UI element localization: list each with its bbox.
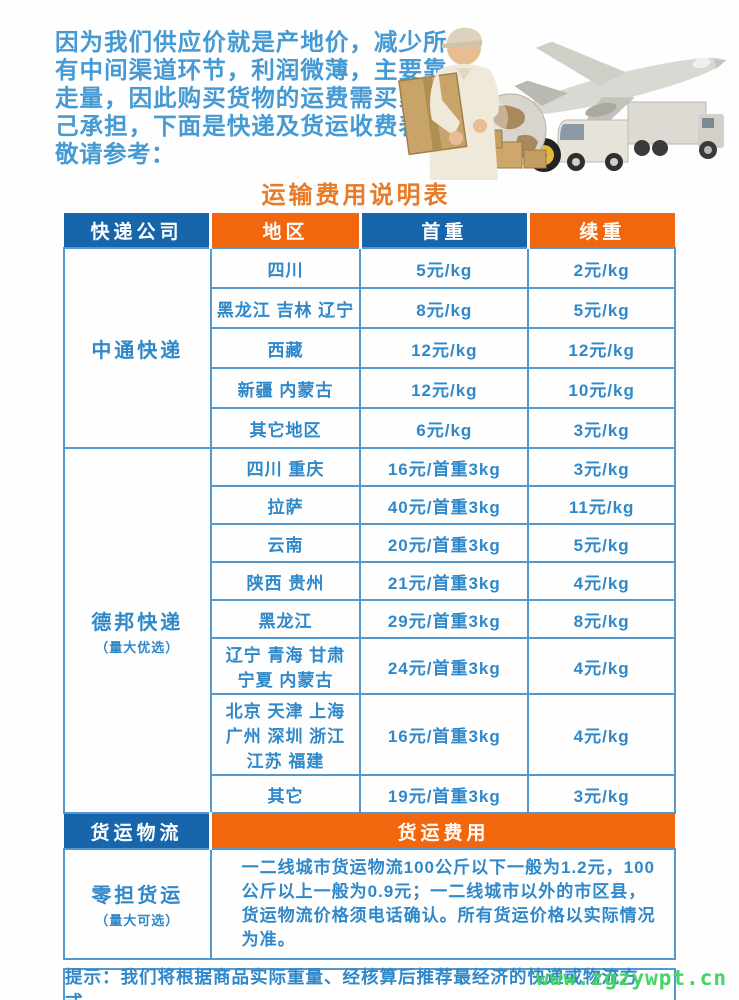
delivery-illustration — [398, 10, 730, 180]
first-weight-cell: 12元/kg — [359, 367, 530, 409]
header-courier-company: 快递公司 — [64, 213, 211, 248]
first-weight-cell: 16元/首重3kg — [359, 447, 530, 487]
region-cell: 西藏 — [209, 327, 362, 369]
freight-description: 一二线城市货运物流100公斤以下一般为1.2元，100公斤以上一般为0.9元；一… — [209, 848, 677, 960]
company-ltl-freight: 零担货运 （量大可选） — [63, 848, 212, 960]
added-weight-cell: 4元/kg — [527, 693, 676, 776]
region-cell: 新疆 内蒙古 — [209, 367, 362, 409]
first-weight-cell: 24元/首重3kg — [359, 637, 530, 695]
company-name: 中通快递 — [91, 339, 184, 362]
truck-graphic — [627, 101, 724, 159]
van-graphic — [557, 119, 629, 171]
added-weight-cell: 12元/kg — [527, 327, 676, 369]
added-weight-cell: 3元/kg — [527, 774, 676, 814]
table-row: 辽宁 青海 甘肃 宁夏 内蒙古 24元/首重3kg 4元/kg — [64, 637, 676, 695]
company-deppon: 德邦快递 （量大优选） — [63, 447, 212, 814]
company-name: 德邦快递 — [91, 611, 184, 634]
table-row: 新疆 内蒙古 12元/kg 10元/kg — [64, 367, 676, 409]
table-header-row: 快递公司 地区 首重 续重 — [64, 213, 675, 248]
table-row: 其它 19元/首重3kg 3元/kg — [64, 774, 676, 814]
first-weight-cell: 16元/首重3kg — [359, 693, 530, 776]
region-cell: 拉萨 — [209, 485, 362, 525]
first-weight-cell: 5元/kg — [359, 247, 530, 289]
header-region: 地区 — [209, 213, 361, 248]
added-weight-cell: 3元/kg — [527, 447, 676, 487]
region-cell: 四川 重庆 — [209, 447, 362, 487]
tip-box: 提示：我们将根据商品实际重量、经核算后推荐最经济的快递或物流方式。 — [63, 967, 676, 1000]
first-weight-cell: 20元/首重3kg — [359, 523, 530, 563]
fee-table-wrap: 快递公司 地区 首重 续重 中通快递 四川 5元/kg 2元/kg 黑龙江 — [63, 213, 677, 1000]
region-cell: 黑龙江 — [209, 599, 362, 639]
first-weight-cell: 29元/首重3kg — [359, 599, 530, 639]
region-cell: 辽宁 青海 甘肃 宁夏 内蒙古 — [209, 637, 362, 695]
region-cell: 其它 — [209, 774, 362, 814]
header-first-weight: 首重 — [358, 213, 529, 248]
table-row: 北京 天津 上海 广州 深圳 浙江 江苏 福建 16元/首重3kg 4元/kg — [64, 693, 676, 776]
company-note: （量大可选） — [95, 913, 180, 928]
table-row: 黑龙江 29元/首重3kg 8元/kg — [64, 599, 676, 639]
first-weight-cell: 6元/kg — [359, 407, 530, 449]
first-weight-cell: 40元/首重3kg — [359, 485, 530, 525]
header-freight-fee: 货运费用 — [209, 813, 675, 849]
region-cell: 黑龙江 吉林 辽宁 — [209, 287, 362, 329]
table-row: 黑龙江 吉林 辽宁 8元/kg 5元/kg — [64, 287, 676, 329]
table-row: 德邦快递 （量大优选） 四川 重庆 16元/首重3kg 3元/kg — [63, 447, 676, 814]
added-weight-cell: 10元/kg — [527, 367, 676, 409]
added-weight-cell: 5元/kg — [527, 287, 676, 329]
added-weight-cell: 4元/kg — [527, 637, 676, 695]
company-name: 零担货运 — [91, 885, 184, 907]
added-weight-cell: 2元/kg — [527, 247, 676, 289]
table-row: 西藏 12元/kg 12元/kg — [64, 327, 676, 369]
table-row: 陕西 贵州 21元/首重3kg 4元/kg — [64, 561, 676, 601]
first-weight-cell: 12元/kg — [359, 327, 530, 369]
header-added-weight: 续重 — [526, 213, 675, 248]
region-cell: 其它地区 — [209, 407, 362, 449]
table-row: 中通快递 四川 5元/kg 2元/kg — [63, 247, 676, 449]
tip-text: 提示：我们将根据商品实际重量、经核算后推荐最经济的快递或物流方式。 — [65, 967, 639, 1000]
freight-row: 零担货运 （量大可选） 一二线城市货运物流100公斤以下一般为1.2元，100公… — [63, 848, 677, 960]
added-weight-cell: 4元/kg — [527, 561, 676, 601]
added-weight-cell: 5元/kg — [527, 523, 676, 563]
region-cell: 四川 — [209, 247, 362, 289]
intro-paragraph: 因为我们供应价就是产地价，减少所有中间渠道环节，利润微薄，主要靠走量，因此购买货… — [55, 29, 447, 167]
table-row: 云南 20元/首重3kg 5元/kg — [64, 523, 676, 563]
added-weight-cell: 3元/kg — [527, 407, 676, 449]
first-weight-cell: 21元/首重3kg — [359, 561, 530, 601]
table-row: 其它地区 6元/kg 3元/kg — [64, 407, 676, 449]
company-note: （量大优选） — [95, 639, 180, 655]
table-row: 拉萨 40元/首重3kg 11元/kg — [64, 485, 676, 525]
fee-table: 快递公司 地区 首重 续重 中通快递 四川 5元/kg 2元/kg 黑龙江 — [63, 213, 677, 960]
watermark-url: www.zgzywpt.cn — [535, 966, 727, 990]
header-freight-logistics: 货运物流 — [64, 813, 211, 849]
courier-graphic — [398, 27, 499, 180]
added-weight-cell: 11元/kg — [527, 485, 676, 525]
first-weight-cell: 19元/首重3kg — [359, 774, 530, 814]
region-cell: 北京 天津 上海 广州 深圳 浙江 江苏 福建 — [209, 693, 362, 776]
region-cell: 云南 — [209, 523, 362, 563]
freight-header-row: 货运物流 货运费用 — [64, 813, 675, 849]
added-weight-cell: 8元/kg — [527, 599, 676, 639]
company-zto: 中通快递 — [63, 247, 212, 449]
first-weight-cell: 8元/kg — [359, 287, 530, 329]
page-title: 运输费用说明表 — [261, 182, 451, 209]
region-cell: 陕西 贵州 — [209, 561, 362, 601]
